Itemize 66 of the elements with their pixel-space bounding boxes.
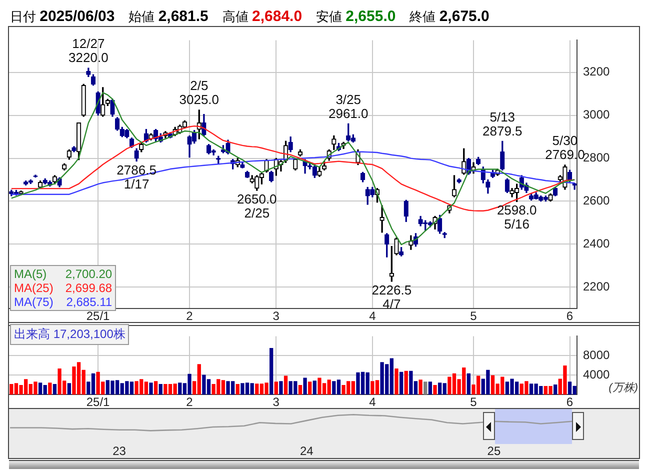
chart-title: 出来高 17,203,100株: [10, 324, 130, 345]
bar: [52, 384, 57, 395]
x-tick-label: 4: [369, 309, 376, 324]
x-tick-label: 6: [566, 395, 574, 410]
y-axis-title: (万株): [608, 381, 638, 394]
bar: [312, 380, 316, 395]
x-tick-label: 25/1: [86, 309, 110, 324]
bar: [428, 382, 432, 395]
y-tick-label: 8000: [583, 348, 610, 362]
bar: [404, 370, 408, 395]
annotation: 2650.0 2/25: [237, 192, 277, 221]
text: 始値 2,681.5: [128, 8, 208, 25]
y-tick-label: 3000: [583, 108, 610, 122]
annotation: 2786.5 1/17: [116, 162, 156, 192]
bar: [154, 381, 158, 395]
annotation: 5/13 2879.5: [482, 109, 522, 138]
x-tick-label: 25: [487, 444, 501, 458]
bar: [466, 373, 471, 395]
x-tick-label: 3: [272, 309, 280, 324]
bar: [303, 378, 307, 395]
x-tick-label: 3: [272, 395, 280, 410]
bar: [274, 382, 278, 395]
annotation: 2/5 3025.0: [179, 78, 220, 108]
bar: [236, 384, 240, 395]
y-tick-label: 2400: [583, 236, 610, 250]
bar: [554, 384, 558, 395]
annotation: 12/27 3220.0: [68, 36, 108, 66]
x-tick-label: 23: [112, 444, 126, 458]
bar: [399, 372, 404, 395]
x-tick-label: 5: [470, 309, 478, 324]
bar: [418, 380, 422, 395]
text: 終値 2,675.0: [410, 8, 490, 25]
y-tick-label: 2200: [583, 279, 610, 294]
bar: [270, 348, 274, 395]
bar: [308, 382, 312, 395]
y-tick-label: 4000: [583, 367, 610, 382]
text: 安値 2,655.0: [316, 8, 396, 25]
bar: [424, 382, 428, 395]
text: MA(25) 2,699.68: [14, 281, 112, 295]
bar: [67, 383, 71, 395]
bar: [149, 382, 153, 395]
x-tick-label: 25/1: [86, 395, 110, 410]
bar: [298, 385, 302, 395]
x-tick-label: 2: [186, 395, 194, 410]
x-tick-label: 4: [369, 395, 376, 410]
bar: [433, 385, 437, 395]
annotation: 2598.0 5/16: [496, 202, 537, 232]
annotation: 3/25 2961.0: [328, 92, 368, 121]
bar: [394, 368, 398, 395]
bar: [279, 381, 283, 395]
annotation: 2226.5 4/7: [372, 282, 412, 312]
y-tick-label: 2600: [583, 194, 610, 208]
x-tick-label: 24: [300, 444, 314, 458]
x-tick-label: 5: [470, 395, 478, 410]
bar: [158, 384, 162, 395]
text: MA(75) 2,685.11: [14, 295, 112, 309]
x-tick-label: 6: [566, 309, 574, 324]
x-tick-label: 2: [186, 309, 194, 324]
text: 日付 2025/06/03: [10, 8, 115, 25]
bar: [284, 376, 288, 395]
text: 高値 2,684.0: [222, 8, 302, 25]
y-tick-label: 2800: [583, 150, 610, 165]
candlestick: [380, 205, 384, 233]
text: MA(5) 2,700.20: [14, 267, 112, 281]
bar: [48, 382, 52, 395]
y-tick-label: 3200: [583, 64, 610, 79]
